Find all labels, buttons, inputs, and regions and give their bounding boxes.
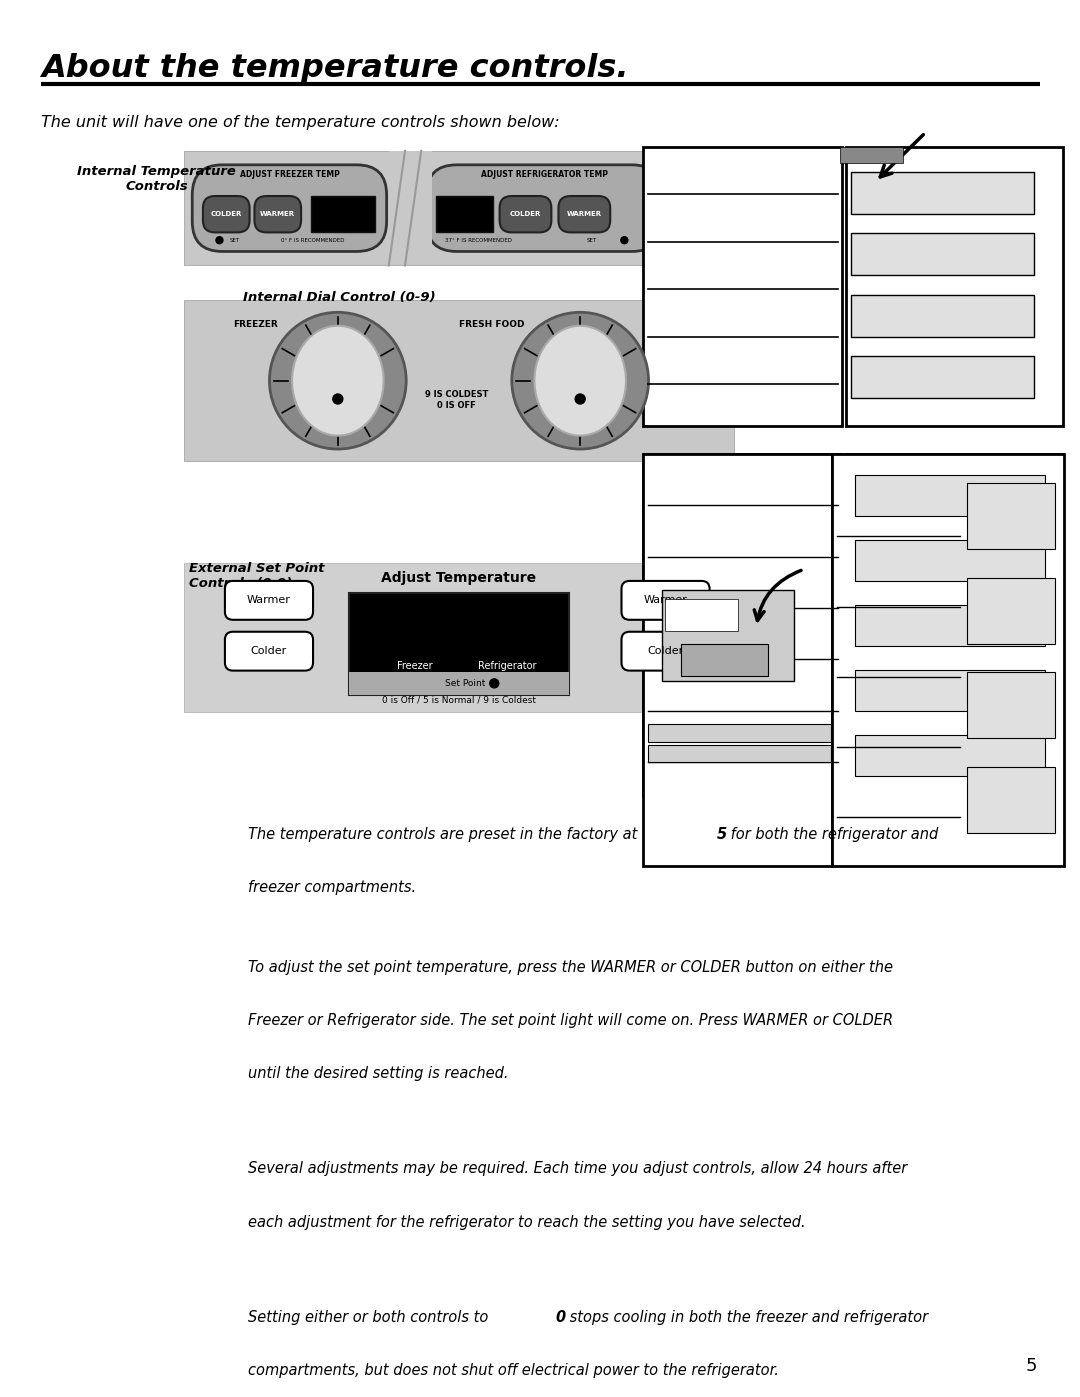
FancyBboxPatch shape (427, 165, 662, 251)
Text: Adjust Temperature: Adjust Temperature (381, 571, 537, 585)
Bar (311, 196, 375, 232)
Text: Set Point: Set Point (445, 679, 485, 687)
FancyBboxPatch shape (621, 581, 710, 620)
Text: 0: 0 (555, 1310, 566, 1326)
Text: Internal Temperature
Controls: Internal Temperature Controls (77, 165, 237, 193)
Bar (854, 605, 1045, 645)
Text: 5: 5 (716, 827, 727, 842)
Circle shape (269, 313, 406, 448)
Text: 0 is Off / 5 is Normal / 9 is Coldest: 0 is Off / 5 is Normal / 9 is Coldest (382, 696, 536, 704)
Text: Freezer: Freezer (397, 661, 433, 671)
Text: SET: SET (586, 237, 597, 243)
Bar (184, 300, 734, 461)
Bar (854, 735, 1045, 775)
Bar (681, 644, 768, 676)
Ellipse shape (535, 326, 626, 436)
Text: 0° F IS RECOMMENDED: 0° F IS RECOMMENDED (281, 237, 345, 243)
Text: Warmer: Warmer (644, 595, 688, 605)
Bar (851, 172, 1035, 214)
Bar (851, 295, 1035, 337)
Text: ADJUST FREEZER TEMP: ADJUST FREEZER TEMP (240, 170, 339, 179)
Bar (389, 151, 432, 265)
Circle shape (576, 394, 585, 404)
Circle shape (216, 236, 222, 243)
Bar (840, 147, 903, 163)
Text: Refrigerator: Refrigerator (478, 661, 537, 671)
Text: Colder: Colder (251, 647, 287, 657)
FancyBboxPatch shape (192, 165, 387, 251)
Text: compartments, but does not shut off electrical power to the refrigerator.: compartments, but does not shut off elec… (248, 1363, 780, 1379)
Circle shape (512, 313, 649, 448)
Text: Setting either or both controls to: Setting either or both controls to (248, 1310, 494, 1326)
Text: FREEZER: FREEZER (233, 320, 278, 328)
Bar (648, 725, 831, 742)
Bar (643, 147, 842, 426)
Text: Several adjustments may be required. Each time you adjust controls, allow 24 hou: Several adjustments may be required. Eac… (248, 1161, 907, 1176)
Text: Colder: Colder (647, 647, 684, 657)
FancyBboxPatch shape (203, 196, 249, 232)
Text: ADJUST REFRIGERATOR TEMP: ADJUST REFRIGERATOR TEMP (481, 170, 608, 179)
Bar (847, 454, 1063, 796)
FancyBboxPatch shape (500, 196, 552, 232)
Bar (967, 672, 1054, 739)
Bar (349, 672, 569, 694)
Bar (851, 233, 1035, 275)
Text: SET: SET (229, 237, 240, 243)
Text: COLDER: COLDER (510, 211, 541, 217)
Text: WARMER: WARMER (260, 211, 295, 217)
Bar (643, 454, 842, 796)
Text: External Set Point
Controls (0-9): External Set Point Controls (0-9) (189, 562, 324, 590)
Text: for both the refrigerator and: for both the refrigerator and (727, 827, 939, 842)
Text: COLDER: COLDER (211, 211, 242, 217)
Bar (832, 454, 1064, 866)
FancyBboxPatch shape (621, 631, 710, 671)
FancyBboxPatch shape (558, 196, 610, 232)
Bar (436, 196, 492, 232)
Text: stops cooling in both the freezer and refrigerator: stops cooling in both the freezer and re… (566, 1310, 929, 1326)
Circle shape (333, 394, 342, 404)
Text: About the temperature controls.: About the temperature controls. (41, 53, 629, 84)
Bar (967, 578, 1054, 644)
Text: freezer compartments.: freezer compartments. (248, 880, 417, 895)
FancyBboxPatch shape (225, 581, 313, 620)
Text: 37° F IS RECOMMENDED: 37° F IS RECOMMENDED (445, 237, 512, 243)
Bar (854, 669, 1045, 711)
Circle shape (621, 236, 627, 243)
Bar (847, 147, 1063, 426)
Text: The temperature controls are preset in the factory at: The temperature controls are preset in t… (248, 827, 643, 842)
Text: WARMER: WARMER (567, 211, 602, 217)
Text: FRESH FOOD: FRESH FOOD (459, 320, 525, 328)
Text: Warmer: Warmer (247, 595, 291, 605)
Text: 5: 5 (1025, 1358, 1037, 1375)
Text: 9 IS COLDEST
0 IS OFF: 9 IS COLDEST 0 IS OFF (424, 390, 488, 409)
FancyBboxPatch shape (255, 196, 301, 232)
Text: To adjust the set point temperature, press the WARMER or COLDER button on either: To adjust the set point temperature, pre… (248, 960, 893, 975)
Bar (662, 590, 794, 680)
Bar (967, 483, 1054, 549)
Bar (184, 151, 670, 265)
Bar (854, 539, 1045, 581)
Bar (851, 356, 1035, 398)
Text: each adjustment for the refrigerator to reach the setting you have selected.: each adjustment for the refrigerator to … (248, 1214, 806, 1229)
Text: until the desired setting is reached.: until the desired setting is reached. (248, 1066, 509, 1081)
Bar (664, 599, 738, 631)
Bar (643, 454, 832, 866)
Text: Internal Dial Control (0-9): Internal Dial Control (0-9) (243, 291, 435, 303)
Circle shape (489, 679, 499, 687)
FancyBboxPatch shape (225, 631, 313, 671)
Bar (854, 475, 1045, 515)
Bar (648, 745, 831, 763)
Bar (184, 563, 734, 712)
Ellipse shape (292, 326, 383, 436)
Text: The unit will have one of the temperature controls shown below:: The unit will have one of the temperatur… (41, 115, 559, 130)
Bar (967, 767, 1054, 833)
Text: Freezer or Refrigerator side. The set point light will come on. Press WARMER or : Freezer or Refrigerator side. The set po… (248, 1013, 893, 1028)
Bar (349, 592, 569, 694)
